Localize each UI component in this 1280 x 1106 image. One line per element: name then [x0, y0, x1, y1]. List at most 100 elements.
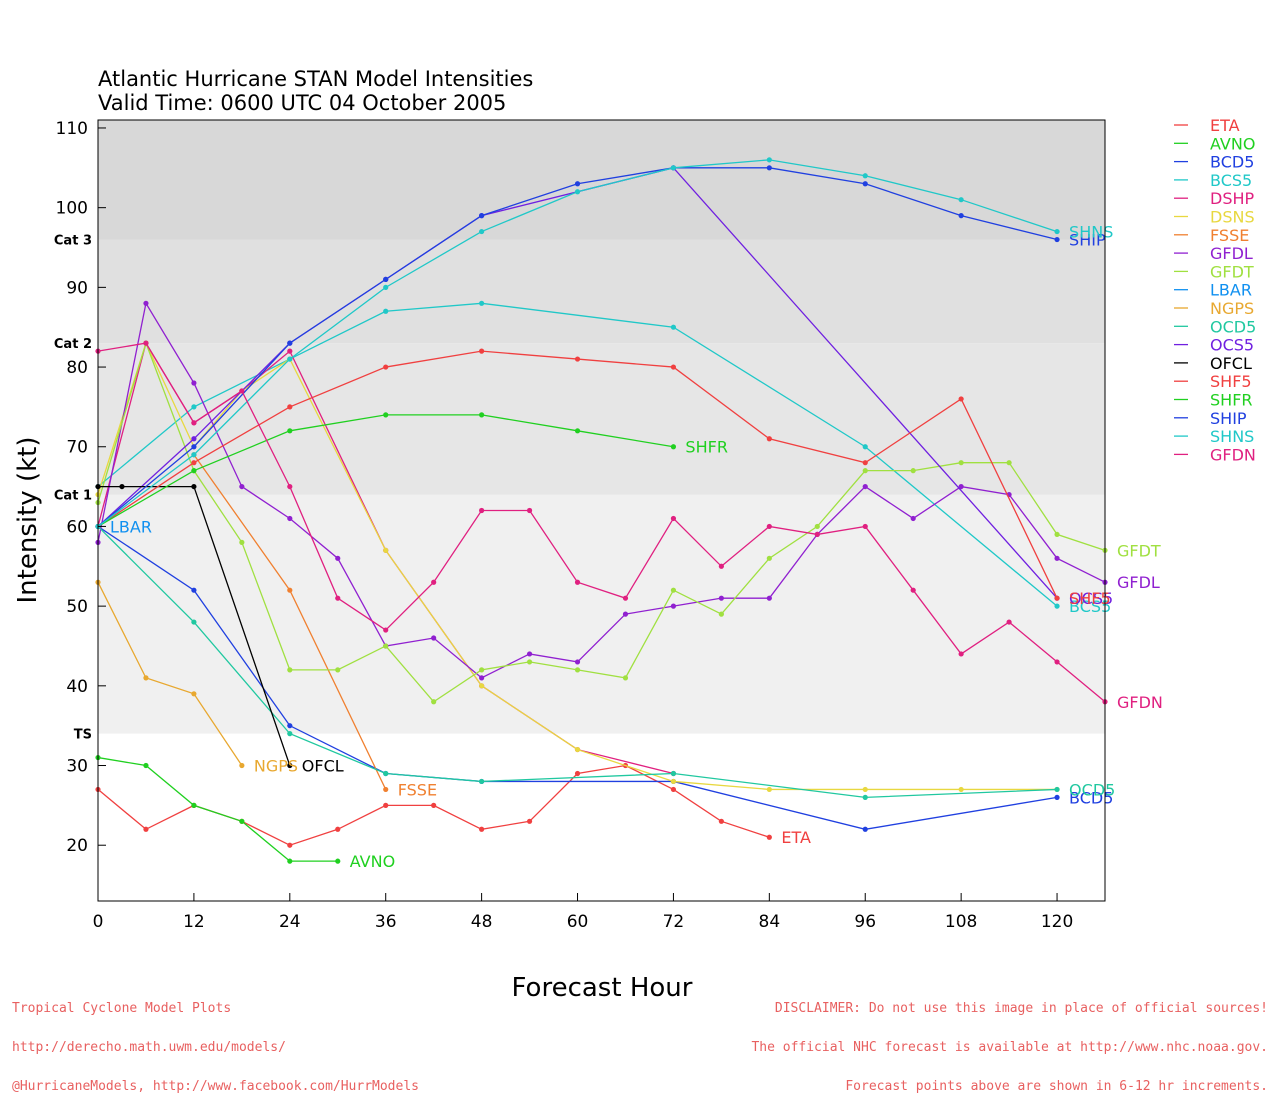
data-point-gfdl [191, 380, 197, 386]
data-point-shns [191, 452, 197, 458]
series-line-bcs5 [97, 302, 1058, 607]
data-point-gfdt [1054, 531, 1060, 538]
data-point-ocd5 [287, 731, 293, 737]
data-point-shf5 [670, 364, 677, 370]
data-point-shns [766, 157, 772, 163]
x-tick-label: 72 [663, 912, 685, 932]
legend-item: NGPS [1174, 299, 1254, 318]
y-axis-label: Intensity (kt) [13, 437, 43, 604]
data-point-gfdl [143, 300, 149, 306]
series-end-label: GFDL [1117, 573, 1160, 592]
disclaimer-line: Forecast points above are shown in 6-12 … [845, 1079, 1268, 1094]
legend-label: SHFR [1210, 391, 1253, 410]
data-point-shf5 [766, 436, 772, 442]
data-point-eta [479, 826, 485, 832]
data-point-ofcl [191, 483, 197, 490]
data-point-gfdn [1006, 619, 1012, 625]
legend-label: SHIP [1210, 409, 1247, 428]
data-point-ship [383, 276, 389, 282]
data-point-avno [239, 818, 245, 824]
footer-credit-link[interactable]: http://derecho.math.uwm.edu/models/ [12, 1040, 286, 1055]
data-point-eta [670, 786, 677, 793]
x-tick-label: 12 [183, 912, 205, 932]
x-tick-label: 48 [471, 912, 493, 932]
legend-label: SHF5 [1210, 372, 1252, 391]
data-point-shf5 [1054, 595, 1060, 601]
data-point-bcd5 [862, 826, 868, 832]
data-point-bcs5 [383, 308, 389, 314]
y-tick-label: 80 [66, 358, 88, 378]
data-point-shns [574, 189, 581, 195]
data-point-gfdl [862, 483, 868, 490]
series-line-ocd5 [97, 525, 1058, 799]
y-tick-label: 70 [66, 438, 88, 458]
series-line-gfdn [97, 342, 1106, 703]
footer-credit-social[interactable]: @HurricaneModels, http://www.facebook.co… [12, 1079, 419, 1094]
series-end-label: FSSE [398, 780, 437, 799]
data-point-gfdl [335, 555, 341, 561]
data-point-gfdl [479, 675, 485, 681]
legend-label: GFDN [1210, 445, 1256, 464]
data-point-shns [287, 356, 293, 362]
data-point-ofcl [119, 483, 125, 490]
data-point-gfdn [718, 563, 724, 569]
data-point-ship [958, 213, 964, 219]
legend-label: DSHP [1210, 189, 1255, 208]
y-tick-label: 50 [66, 597, 88, 617]
data-point-gfdl [574, 659, 581, 665]
data-point-gfdt [335, 667, 341, 673]
data-point-gfdn [526, 507, 533, 514]
series-end-label: SHIP [1069, 231, 1106, 250]
data-point-ship [766, 165, 772, 171]
y-tick-label: 110 [56, 119, 88, 139]
data-point-ocd5 [670, 770, 677, 777]
data-point-shfr [287, 428, 293, 434]
data-point-shf5 [287, 404, 293, 410]
data-point-gfdn [766, 523, 772, 530]
data-point-ship [287, 340, 293, 346]
intensity-band [98, 343, 1105, 495]
series-end-label: AVNO [350, 852, 395, 871]
data-point-gfdt [479, 667, 485, 673]
data-point-gfdt [574, 667, 581, 673]
data-point-gfdt [670, 587, 677, 593]
series-end-label: OCD5 [1069, 780, 1115, 799]
legend-label: GFDL [1210, 244, 1253, 263]
y-tick-label: 20 [66, 836, 88, 856]
series-shns [95, 157, 1060, 530]
data-point-bcs5 [191, 404, 197, 410]
series-gfdt [95, 340, 1108, 705]
data-point-gfdn [670, 515, 677, 522]
data-point-gfdt [383, 643, 389, 649]
legend-item: FSSE [1174, 226, 1249, 245]
data-point-ocs5 [191, 436, 197, 442]
legend-item: SHF5 [1174, 372, 1252, 391]
data-point-dsns [479, 683, 485, 689]
data-point-dsns [958, 786, 964, 793]
data-point-gfdn [910, 587, 916, 593]
legend-label: AVNO [1210, 134, 1255, 153]
series-end-label: SHF5 [1069, 589, 1111, 608]
data-point-ocd5 [1054, 786, 1060, 793]
data-point-dsns [862, 786, 868, 793]
intensity-band [98, 733, 1105, 901]
y-tick-label: 30 [66, 757, 88, 777]
data-point-shfr [574, 428, 581, 434]
data-point-gfdl [718, 595, 724, 601]
data-point-gfdn [574, 579, 581, 585]
x-tick-label: 84 [759, 912, 781, 932]
legend-item: OCD5 [1174, 317, 1256, 336]
series-line-gfdt [97, 341, 1106, 703]
data-point-gfdt [526, 659, 533, 665]
data-point-bcs5 [862, 444, 868, 450]
data-point-gfdt [431, 699, 437, 705]
series-end-label: GFDT [1117, 541, 1161, 560]
data-point-eta [335, 826, 341, 832]
data-point-dshp [287, 348, 293, 354]
x-tick-label: 60 [567, 912, 589, 932]
x-axis-label: Forecast Hour [512, 973, 693, 1003]
data-point-shfr [383, 412, 389, 418]
legend-item: ETA [1174, 116, 1240, 135]
data-point-ocd5 [862, 794, 868, 800]
legend-item: LBAR [1174, 281, 1252, 300]
